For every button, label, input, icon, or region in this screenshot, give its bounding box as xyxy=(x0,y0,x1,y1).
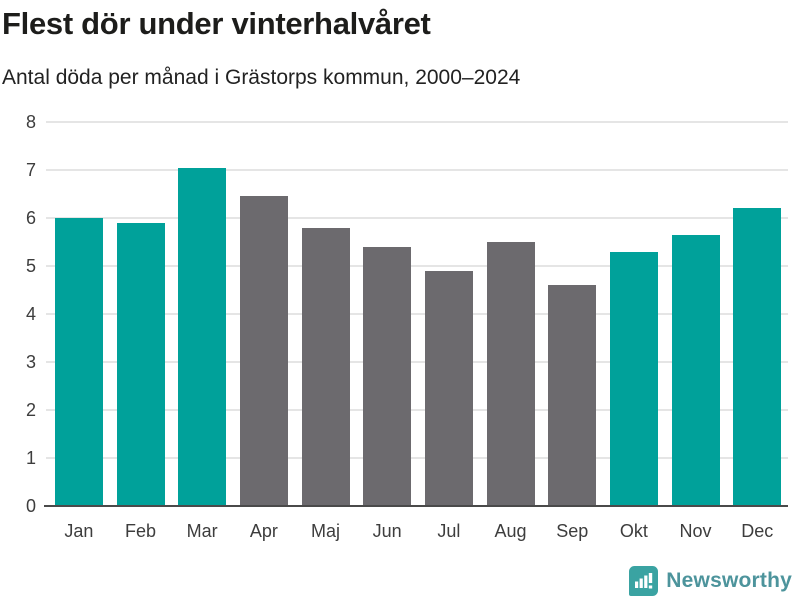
gridline-1 xyxy=(46,457,788,459)
x-tick-label-nov: Nov xyxy=(679,521,712,541)
bar-chart: 0 1 2 3 4 5 6 7 8 Jan Feb Mar Apr Maj Jun Jul Aug Sep Okt… xyxy=(0,112,800,552)
x-tick-label-okt: Okt xyxy=(619,521,648,541)
bar-chart-speech-bubble-icon xyxy=(629,566,659,596)
bar-column-jun xyxy=(356,122,418,506)
gridline-3 xyxy=(46,361,788,363)
bar-mar xyxy=(178,167,227,506)
y-tick-label-5: 5 xyxy=(25,256,36,276)
logo-text: Newsworthy xyxy=(666,569,792,592)
chart-subtitle: Antal döda per månad i Grästorps kommun,… xyxy=(2,66,521,89)
bar-column-dec xyxy=(726,122,788,506)
y-tick-label-8: 8 xyxy=(25,112,36,132)
bar-jan xyxy=(54,218,103,506)
x-tick-label-jun: Jun xyxy=(372,521,402,541)
bar-column-jan xyxy=(48,122,110,506)
bar-column-aug xyxy=(480,122,542,506)
x-tick-label-dec: Dec xyxy=(741,521,774,541)
gridline-7 xyxy=(46,169,788,171)
bar-jun xyxy=(363,246,412,506)
bar-okt xyxy=(609,251,658,506)
y-tick-label-3: 3 xyxy=(25,352,36,372)
bar-column-maj xyxy=(295,122,357,506)
x-tick-label-maj: Maj xyxy=(311,521,341,541)
bar-aug xyxy=(486,242,535,506)
gridline-8 xyxy=(46,121,788,123)
y-tick-label-7: 7 xyxy=(25,160,36,180)
bar-column-apr xyxy=(233,122,295,506)
bar-jul xyxy=(424,270,473,506)
bar-column-nov xyxy=(665,122,727,506)
bar-column-mar xyxy=(171,122,233,506)
y-tick-label-1: 1 xyxy=(25,448,36,468)
x-axis-line xyxy=(44,505,788,507)
x-tick-label-mar: Mar xyxy=(186,521,218,541)
gridline-2 xyxy=(46,409,788,411)
bar-maj xyxy=(301,227,350,506)
bar-column-sep xyxy=(541,122,603,506)
x-tick-label-aug: Aug xyxy=(494,521,527,541)
x-tick-label-jul: Jul xyxy=(437,521,461,541)
chart-title: Flest dör under vinterhalvåret xyxy=(2,6,431,41)
x-tick-label-feb: Feb xyxy=(124,521,157,541)
y-tick-label-2: 2 xyxy=(25,400,36,420)
bar-column-jul xyxy=(418,122,480,506)
x-axis-labels: Jan Feb Mar Apr Maj Jun Jul Aug Sep Okt Nov Dec xyxy=(48,518,788,544)
bar-feb xyxy=(116,222,165,506)
y-tick-label-4: 4 xyxy=(25,304,36,324)
x-tick-label-sep: Sep xyxy=(556,521,589,541)
y-tick-label-6: 6 xyxy=(25,208,36,228)
bar-column-feb xyxy=(110,122,172,506)
bar-column-okt xyxy=(603,122,665,506)
gridline-6 xyxy=(46,217,788,219)
bar-dec xyxy=(733,208,782,506)
newsworthy-logo: Newsworthy xyxy=(629,566,792,596)
gridline-4 xyxy=(46,313,788,315)
x-tick-label-apr: Apr xyxy=(249,521,278,541)
bars-container xyxy=(48,122,788,506)
gridline-5 xyxy=(46,265,788,267)
bar-apr xyxy=(239,196,288,506)
bar-sep xyxy=(548,285,597,506)
x-tick-label-jan: Jan xyxy=(64,521,94,541)
bar-nov xyxy=(671,234,720,506)
y-tick-label-0: 0 xyxy=(25,496,36,516)
